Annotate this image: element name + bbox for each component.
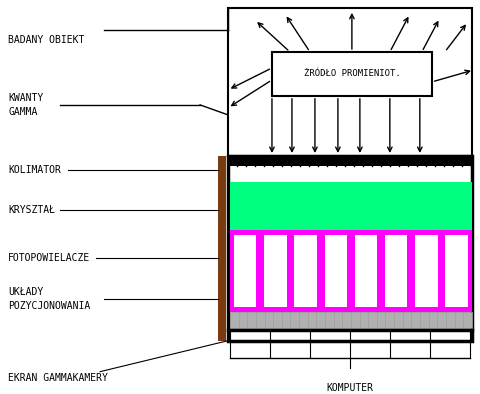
Bar bbox=[324, 235, 346, 307]
Bar bbox=[228, 8, 471, 156]
Bar bbox=[229, 312, 471, 328]
Text: GAMMA: GAMMA bbox=[8, 107, 37, 117]
Bar bbox=[233, 235, 256, 307]
Bar bbox=[384, 235, 407, 307]
Bar bbox=[217, 156, 226, 341]
Text: KOLIMATOR: KOLIMATOR bbox=[8, 165, 61, 175]
Text: KRYSZTAŁ: KRYSZTAŁ bbox=[8, 205, 55, 215]
Bar bbox=[229, 182, 471, 230]
Text: ŻRÓDŁO PROMIENIOT.: ŻRÓDŁO PROMIENIOT. bbox=[303, 69, 399, 78]
Bar bbox=[228, 156, 471, 341]
Text: KOMPUTER: KOMPUTER bbox=[326, 383, 372, 393]
Text: UKŁADY: UKŁADY bbox=[8, 287, 43, 297]
Bar bbox=[354, 235, 376, 307]
Text: FOTOPOWIELACZE: FOTOPOWIELACZE bbox=[8, 253, 90, 263]
Text: EKRAN GAMMAKAMERY: EKRAN GAMMAKAMERY bbox=[8, 373, 108, 383]
Bar bbox=[228, 156, 471, 166]
Bar bbox=[294, 235, 316, 307]
Bar bbox=[271, 52, 431, 96]
Bar bbox=[414, 235, 437, 307]
Text: BADANY OBIEKT: BADANY OBIEKT bbox=[8, 35, 84, 45]
Bar bbox=[444, 235, 467, 307]
Bar bbox=[264, 235, 286, 307]
Text: KWANTY: KWANTY bbox=[8, 93, 43, 103]
Text: POZYCJONOWANIA: POZYCJONOWANIA bbox=[8, 301, 90, 311]
Bar bbox=[229, 230, 471, 312]
